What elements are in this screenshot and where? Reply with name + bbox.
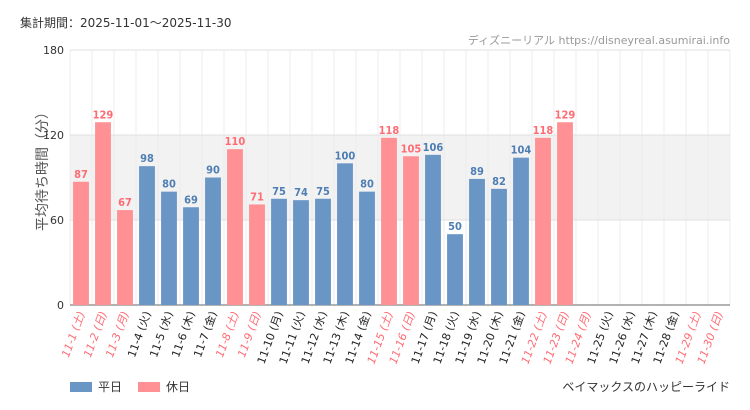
- legend-swatch-weekday: [70, 381, 92, 392]
- data-label: 106: [423, 141, 444, 154]
- data-label: 80: [360, 178, 374, 191]
- data-label: 74: [294, 186, 308, 199]
- bar: [95, 122, 111, 305]
- data-label: 50: [448, 220, 462, 233]
- data-label: 67: [118, 196, 132, 209]
- data-label: 75: [316, 185, 330, 198]
- bar: [139, 166, 155, 305]
- bar: [513, 157, 529, 305]
- bar: [315, 198, 331, 305]
- bar: [535, 137, 551, 305]
- bar: [73, 181, 89, 305]
- bar: [293, 200, 309, 305]
- y-tick-label: 180: [43, 44, 64, 57]
- bar: [337, 163, 353, 305]
- site-credit: ディズニーリアル https://disneyreal.asumirai.inf…: [467, 34, 730, 47]
- data-label: 71: [250, 190, 264, 203]
- bar: [491, 188, 507, 305]
- bar: [227, 149, 243, 305]
- data-label: 104: [511, 144, 532, 157]
- legend-label-weekday: 平日: [98, 380, 123, 394]
- legend-swatch-holiday: [138, 381, 161, 392]
- legend-item-weekday: 平日: [70, 378, 122, 395]
- y-tick-label: 0: [57, 299, 64, 312]
- bar: [447, 234, 463, 305]
- bar: [557, 122, 573, 305]
- data-label: 82: [492, 175, 506, 188]
- data-label: 80: [162, 178, 176, 191]
- data-label: 75: [272, 185, 286, 198]
- bar: [271, 198, 287, 305]
- data-label: 87: [74, 168, 88, 181]
- data-label: 129: [555, 108, 576, 121]
- bar: [403, 156, 419, 305]
- bar: [117, 210, 133, 305]
- legend-label-holiday: 休日: [166, 380, 191, 394]
- data-label: 90: [206, 164, 220, 177]
- data-label: 89: [470, 165, 484, 178]
- bar: [469, 178, 485, 305]
- data-label: 110: [225, 135, 246, 148]
- data-label: 118: [379, 124, 400, 137]
- bar: [249, 204, 265, 305]
- legend-item-holiday: 休日: [138, 378, 190, 395]
- data-label: 98: [140, 152, 154, 165]
- legend: 平日 休日: [70, 378, 190, 395]
- data-label: 69: [184, 193, 198, 206]
- y-tick-label: 60: [50, 214, 64, 227]
- bar: [183, 207, 199, 305]
- bar: [161, 191, 177, 305]
- bar: [425, 154, 441, 305]
- data-label: 100: [335, 149, 356, 162]
- bar: [205, 177, 221, 305]
- data-label: 129: [93, 108, 114, 121]
- y-tick-label: 120: [43, 129, 64, 142]
- bar: [359, 191, 375, 305]
- bar: [381, 137, 397, 305]
- period-label: 集計期間：2025-11-01〜2025-11-30: [20, 16, 232, 30]
- ride-name: ベイマックスのハッピーライド: [562, 380, 730, 394]
- data-label: 118: [533, 124, 554, 137]
- data-label: 105: [401, 142, 422, 155]
